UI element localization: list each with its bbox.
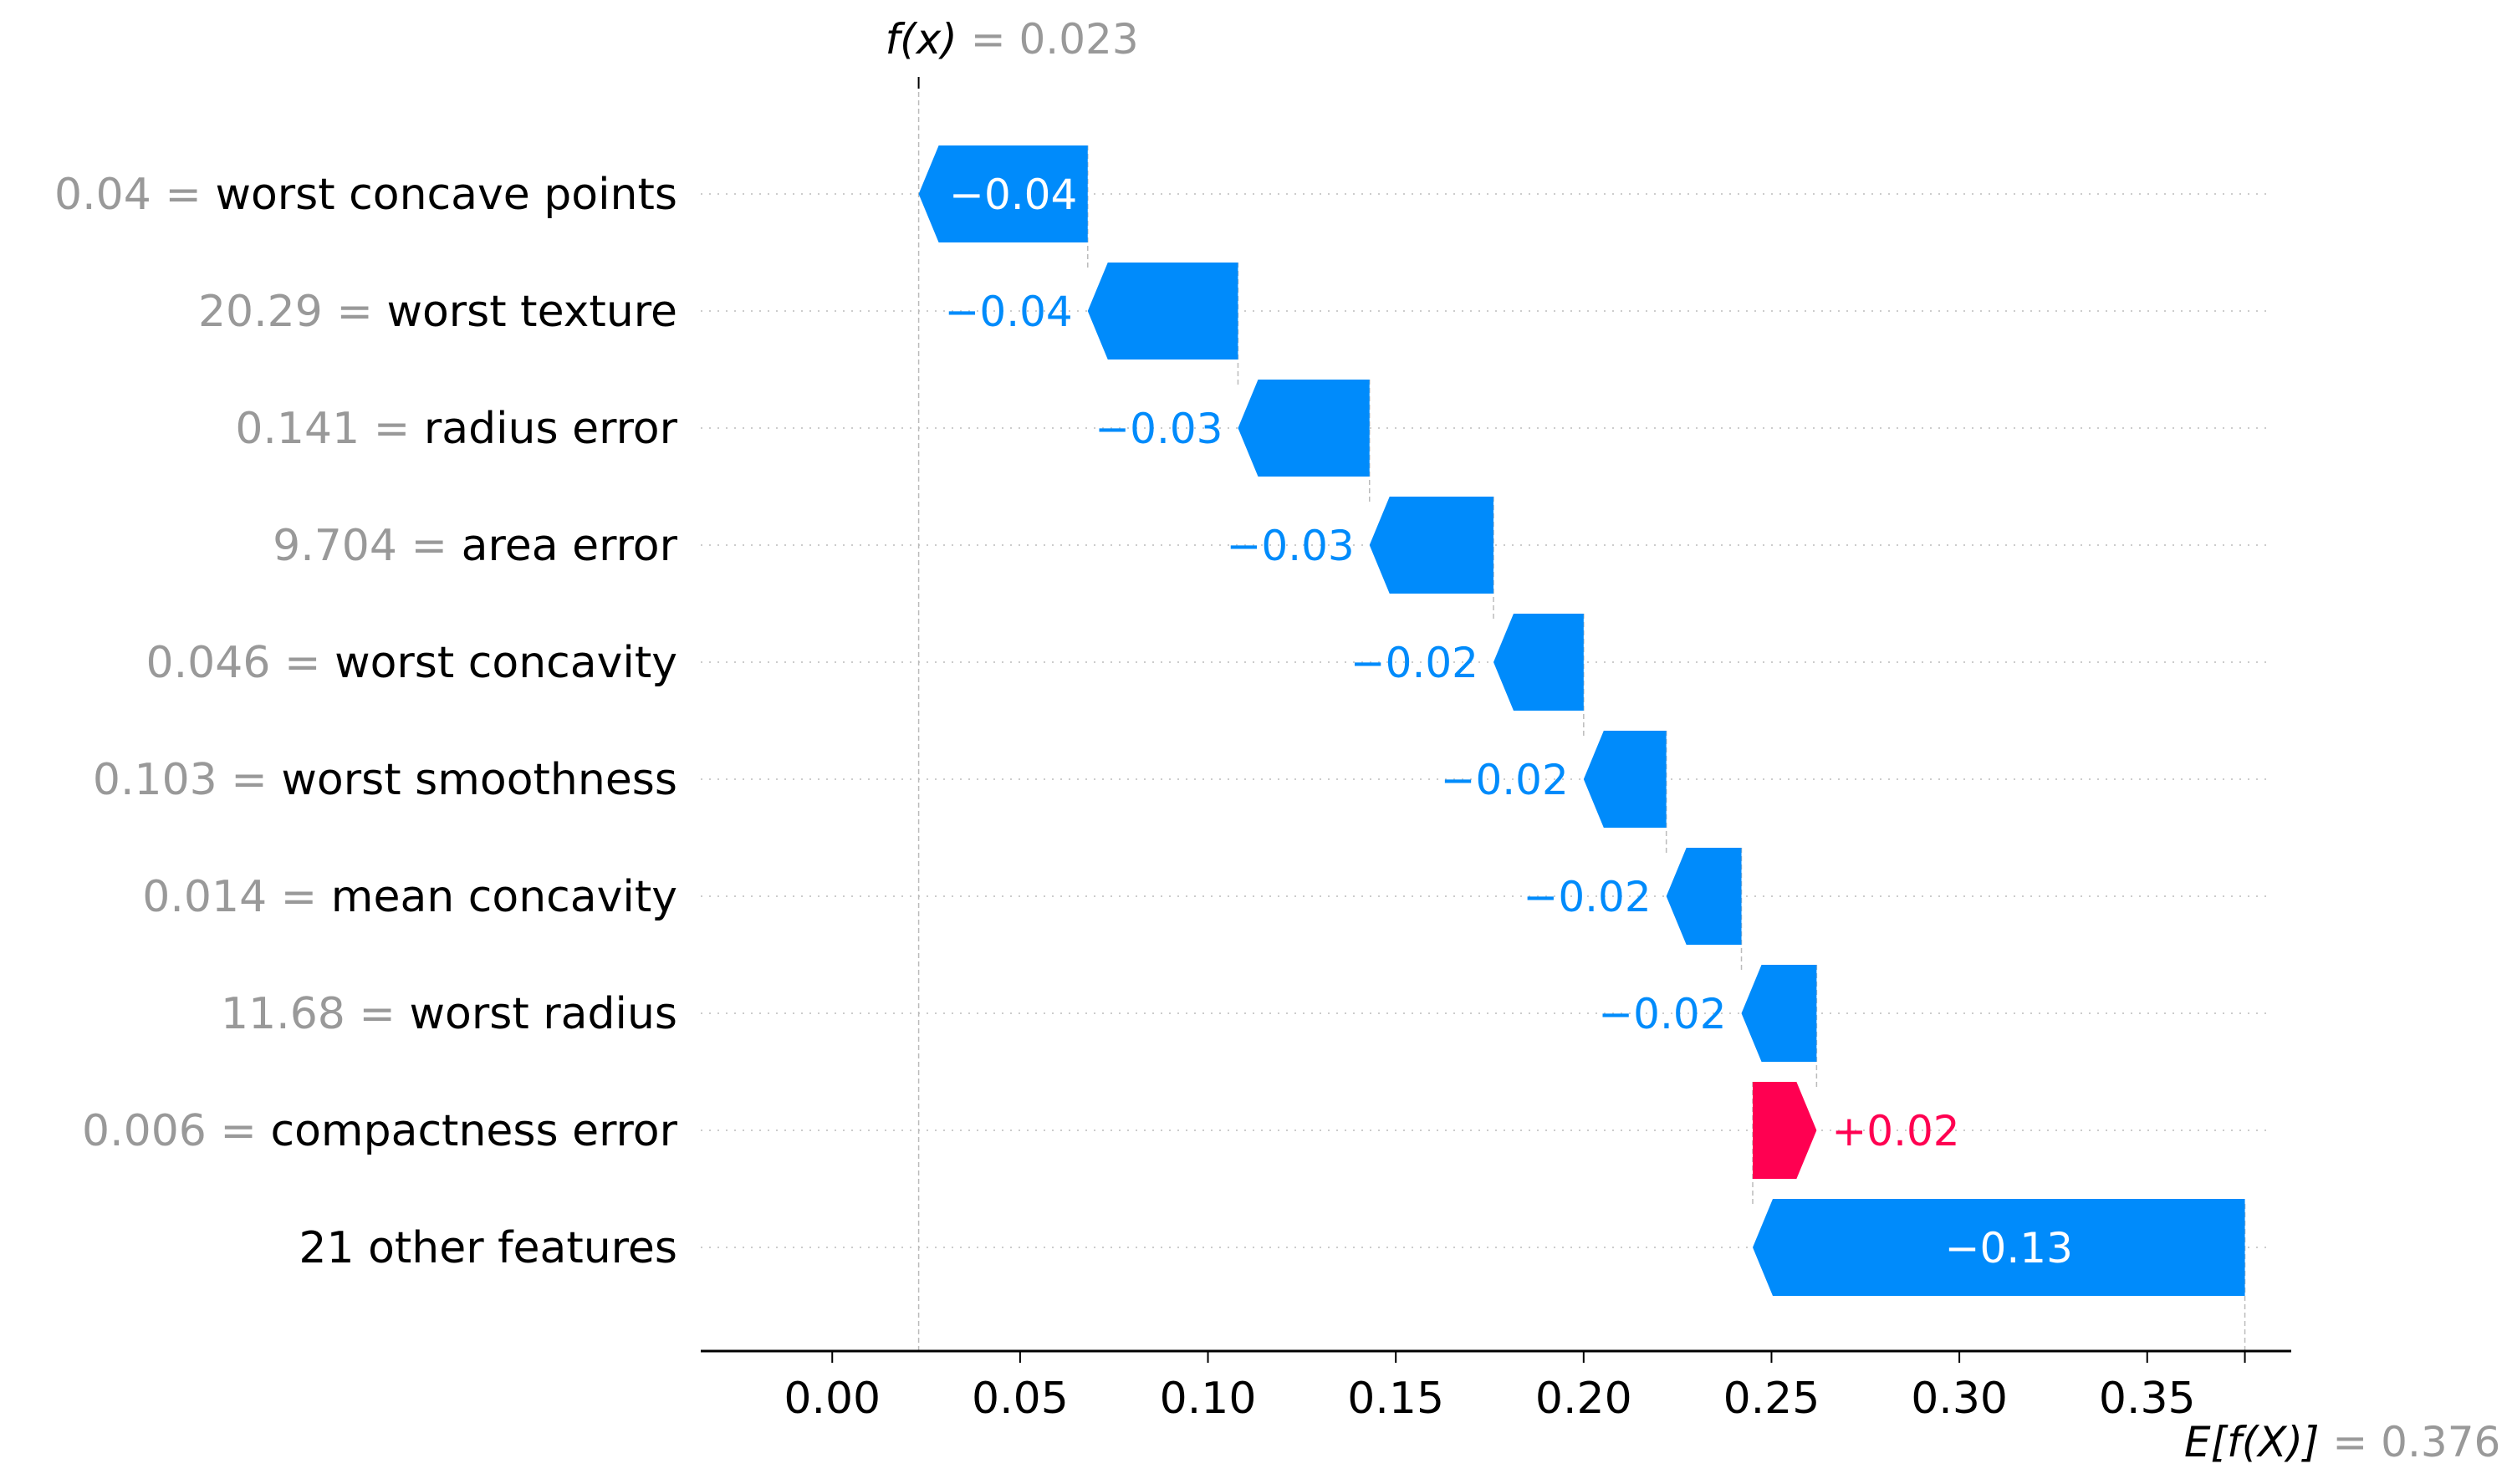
feature-value: 9.704 [273, 521, 397, 571]
bar-arrow [1583, 731, 1667, 828]
equals-sign: = [345, 989, 410, 1039]
x-tick-label: 0.30 [1911, 1374, 2008, 1424]
gridlines [701, 193, 2266, 1248]
bar-arrow [1493, 614, 1584, 711]
feature-value: 11.68 [221, 989, 345, 1039]
x-tick-label: 0.15 [1347, 1374, 1444, 1424]
feature-name: mean concavity [331, 872, 677, 922]
annotations: f(x) = 0.023 E[f(X)] = 0.376 [886, 15, 2501, 1466]
bar-labels: −0.04 −0.04 −0.03 −0.03 −0.02 −0.02 −0.02 −0.02… [945, 171, 2073, 1272]
feature-name: worst texture [386, 287, 677, 337]
equals-sign: = [207, 1106, 271, 1156]
bar-value-label: −0.02 [1523, 873, 1651, 921]
fx-value: 0.023 [1019, 15, 1138, 64]
feature-label: 11.68 = worst radius [221, 989, 677, 1039]
feature-value: 0.006 [82, 1106, 207, 1156]
x-axis: 0.00 0.05 0.10 0.15 0.20 0.25 0.30 0.35 [701, 1349, 2291, 1424]
bar-value-label: +0.02 [1831, 1107, 1959, 1155]
feature-label: 0.006 = compactness error [82, 1106, 678, 1156]
x-tick-label: 0.00 [784, 1374, 881, 1424]
equals-sign: = [270, 638, 334, 688]
feature-name: area error [462, 521, 678, 571]
feature-value: 0.014 [142, 872, 267, 922]
feature-name: 21 other features [299, 1223, 677, 1273]
efx-value: 0.376 [2381, 1418, 2500, 1466]
bars [918, 145, 2245, 1296]
efx-annotation: E[f(X)] = 0.376 [2184, 1418, 2500, 1466]
fx-annotation: f(x) = 0.023 [886, 15, 1139, 64]
bar-value-label: −0.02 [1598, 990, 1726, 1038]
equals-sign: = [323, 287, 387, 337]
bar-value-label: −0.13 [1945, 1224, 2073, 1272]
bar-value-label: −0.02 [1441, 756, 1569, 804]
feature-label: 0.04 = worst concave points [54, 170, 677, 220]
bar-arrow [1369, 497, 1493, 594]
equals-sign: = [151, 170, 216, 220]
bar-value-label: −0.04 [949, 171, 1077, 219]
equals-sign: = [217, 755, 282, 805]
bar-arrow [1753, 1199, 2245, 1296]
feature-value: 0.141 [235, 404, 360, 454]
feature-name: radius error [424, 404, 678, 454]
feature-label: 0.014 = mean concavity [142, 872, 677, 922]
feature-label: 0.141 = radius error [235, 404, 677, 454]
equals-sign: = [397, 521, 462, 571]
fx-label: f(x) [886, 15, 957, 64]
feature-labels: 0.04 = worst concave points 20.29 = worst… [54, 170, 678, 1273]
x-tick-label: 0.10 [1160, 1374, 1257, 1424]
bar-arrow [918, 145, 1088, 242]
feature-name: worst concavity [334, 638, 677, 688]
bar-value-label: −0.03 [1095, 405, 1223, 453]
feature-label: 0.103 = worst smoothness [93, 755, 677, 805]
bar-value-label: −0.02 [1350, 639, 1478, 687]
bar-value-label: −0.04 [945, 288, 1073, 336]
feature-label: 0.046 = worst concavity [146, 638, 677, 688]
x-tick-label: 0.35 [2099, 1374, 2196, 1424]
bar-arrow [1741, 965, 1817, 1062]
x-tick-label: 0.25 [1723, 1374, 1820, 1424]
equals-sign: = [360, 404, 424, 454]
feature-value: 0.103 [93, 755, 217, 805]
feature-name: worst radius [410, 989, 677, 1039]
fx-equals: = [957, 15, 1019, 64]
bar-arrow [1753, 1082, 1817, 1179]
feature-label: 20.29 = worst texture [198, 287, 677, 337]
efx-label: E[f(X)] [2184, 1418, 2319, 1466]
bar-arrow [1238, 380, 1370, 477]
x-tick-label: 0.05 [972, 1374, 1069, 1424]
equals-sign: = [267, 872, 331, 922]
efx-equals: = [2319, 1418, 2381, 1466]
feature-label: 21 other features [299, 1223, 677, 1273]
feature-name: worst smoothness [281, 755, 677, 805]
feature-label: 9.704 = area error [273, 521, 678, 571]
bar-value-label: −0.03 [1226, 522, 1354, 570]
feature-value: 20.29 [198, 287, 323, 337]
bar-arrow [1666, 848, 1742, 945]
feature-name: compactness error [271, 1106, 678, 1156]
bar-arrow [1087, 263, 1238, 360]
feature-value: 0.046 [146, 638, 271, 688]
x-tick-label: 0.20 [1535, 1374, 1632, 1424]
feature-name: worst concave points [215, 170, 677, 220]
feature-value: 0.04 [54, 170, 151, 220]
